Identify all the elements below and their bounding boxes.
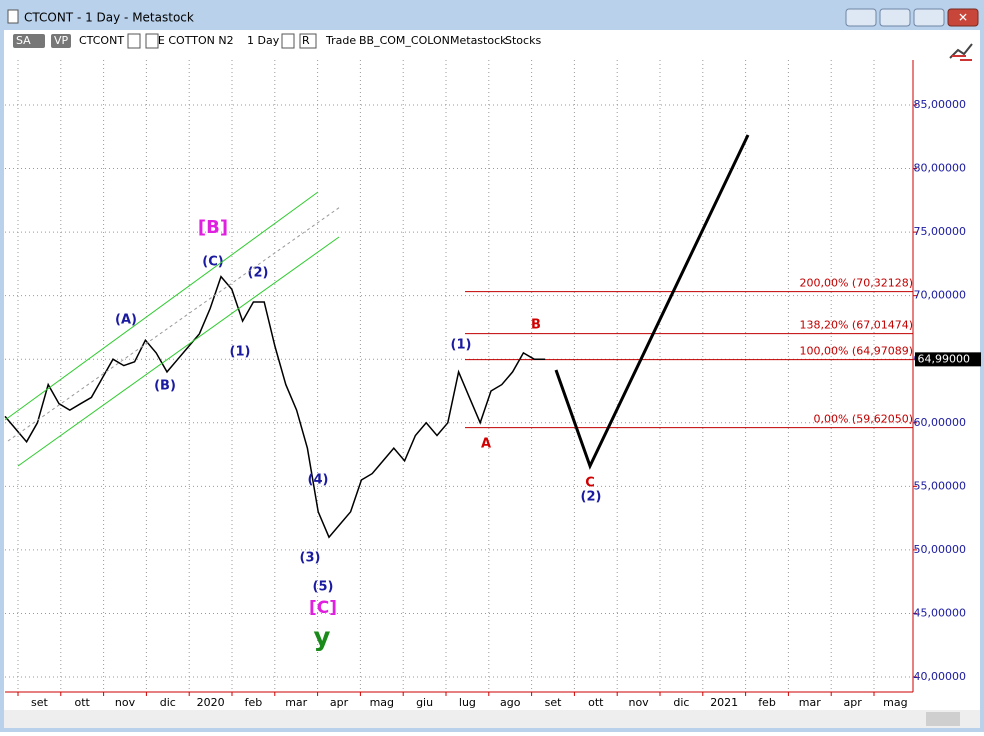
toolbar-label: Metastock [450, 34, 507, 47]
wave-label: (1) [230, 345, 251, 360]
toolbar-label: Trade [325, 34, 356, 47]
x-tick-label: ott [588, 696, 604, 709]
maximize-button[interactable] [913, 8, 945, 27]
y-tick-label: 70,00000 [914, 289, 967, 302]
wave-label: C [585, 476, 595, 491]
last-price-box [915, 352, 981, 367]
x-tick-label: ott [75, 696, 91, 709]
client [4, 30, 980, 728]
toolbar-label: Stocks [505, 34, 541, 47]
wave-label: y [314, 623, 331, 653]
x-tick-label: nov [628, 696, 649, 709]
scroll-thumb[interactable] [926, 712, 960, 726]
x-tick-label: dic [673, 696, 689, 709]
x-tick-label: set [31, 696, 48, 709]
x-tick-label: mar [799, 696, 821, 709]
toolbar: SA VP CTCONT ICE COTTON N2 1 Day R Trade BB_COM… [13, 33, 541, 49]
fib-label: 100,00% (64,97089) [799, 345, 913, 358]
x-tick-label: set [545, 696, 562, 709]
x-tick-label: mag [370, 696, 394, 709]
wave-label: [B] [198, 217, 228, 238]
x-tick-label: 2021 [710, 696, 738, 709]
y-tick-label: 40,00000 [914, 670, 967, 683]
price-line [4, 275, 546, 539]
toolbar-label: BB_COM_COLON [359, 34, 450, 47]
wave-label: (1) [451, 338, 472, 353]
plot: set ott nov dic 2020 feb mar apr mag giu lug ago set… [4, 60, 981, 709]
toolbar-label[interactable]: SA [16, 34, 31, 47]
y-tick-label: 45,00000 [914, 606, 967, 619]
toolbar-icon[interactable] [949, 43, 973, 61]
x-tick-label: mag [883, 696, 907, 709]
fib-label: 200,00% (70,32128) [799, 277, 913, 290]
fib-label: 0,00% (59,62050) [813, 413, 913, 426]
channel-line [17, 236, 340, 467]
x-tick-label: feb [758, 696, 776, 709]
wave-label: [C] [309, 598, 337, 618]
channel-line [4, 191, 319, 421]
y-tick-label: 55,00000 [914, 479, 967, 492]
toolbar-label[interactable]: VP [54, 34, 69, 47]
wave-label: (B) [154, 379, 176, 394]
wave-label: (3) [300, 551, 321, 566]
wave-label: (C) [202, 255, 223, 270]
projection-path [554, 134, 750, 470]
x-tick-label: lug [459, 696, 476, 709]
scrollbar[interactable] [4, 710, 980, 728]
x-tick-label: nov [115, 696, 136, 709]
last-price-label: 64,99000 [918, 352, 971, 365]
x-tick-label: giu [416, 696, 433, 709]
help-button[interactable] [845, 8, 877, 27]
y-tick-label: 80,00000 [914, 162, 967, 175]
y-tick-label: 60,00000 [914, 416, 967, 429]
toolbar-label: R [302, 34, 310, 47]
close-icon: ✕ [958, 11, 968, 25]
toolbar-button[interactable] [51, 34, 71, 48]
y-tick-label: 50,00000 [914, 543, 967, 556]
app-icon [7, 9, 19, 24]
wave-label: B [531, 318, 541, 333]
toolbar-button[interactable] [13, 34, 45, 48]
toolbar-label: ICE COTTON N2 [147, 34, 234, 47]
x-tick-label: mar [285, 696, 307, 709]
x-tick-label: ago [500, 696, 521, 709]
x-tick-label: apr [330, 696, 349, 709]
toolbar-label: CTCONT [79, 34, 124, 47]
dropdown[interactable] [127, 33, 141, 49]
wave-label: A [481, 437, 491, 452]
wave-label: (5) [313, 580, 334, 595]
wave-label: (A) [115, 313, 137, 328]
x-tick-label: feb [245, 696, 263, 709]
dropdown[interactable] [281, 33, 295, 49]
window-title: CTCONT - 1 Day - Metastock [24, 11, 194, 25]
fib-label: 138,20% (67,01474) [799, 319, 913, 332]
toolbar-button[interactable] [299, 33, 317, 49]
wave-label: (4) [308, 473, 329, 488]
dropdown[interactable] [145, 33, 159, 49]
x-tick-label: dic [160, 696, 176, 709]
minimize-button[interactable] [879, 8, 911, 27]
close-button[interactable] [947, 8, 979, 27]
wave-label: (2) [581, 490, 602, 505]
x-tick-label: 2020 [197, 696, 225, 709]
wave-label: (2) [248, 266, 269, 281]
y-tick-label: 75,00000 [914, 225, 967, 238]
y-tick-label: 85,00000 [914, 98, 967, 111]
x-tick-label: apr [843, 696, 862, 709]
toolbar-label: 1 Day [247, 34, 280, 47]
channel-midline [7, 206, 341, 442]
